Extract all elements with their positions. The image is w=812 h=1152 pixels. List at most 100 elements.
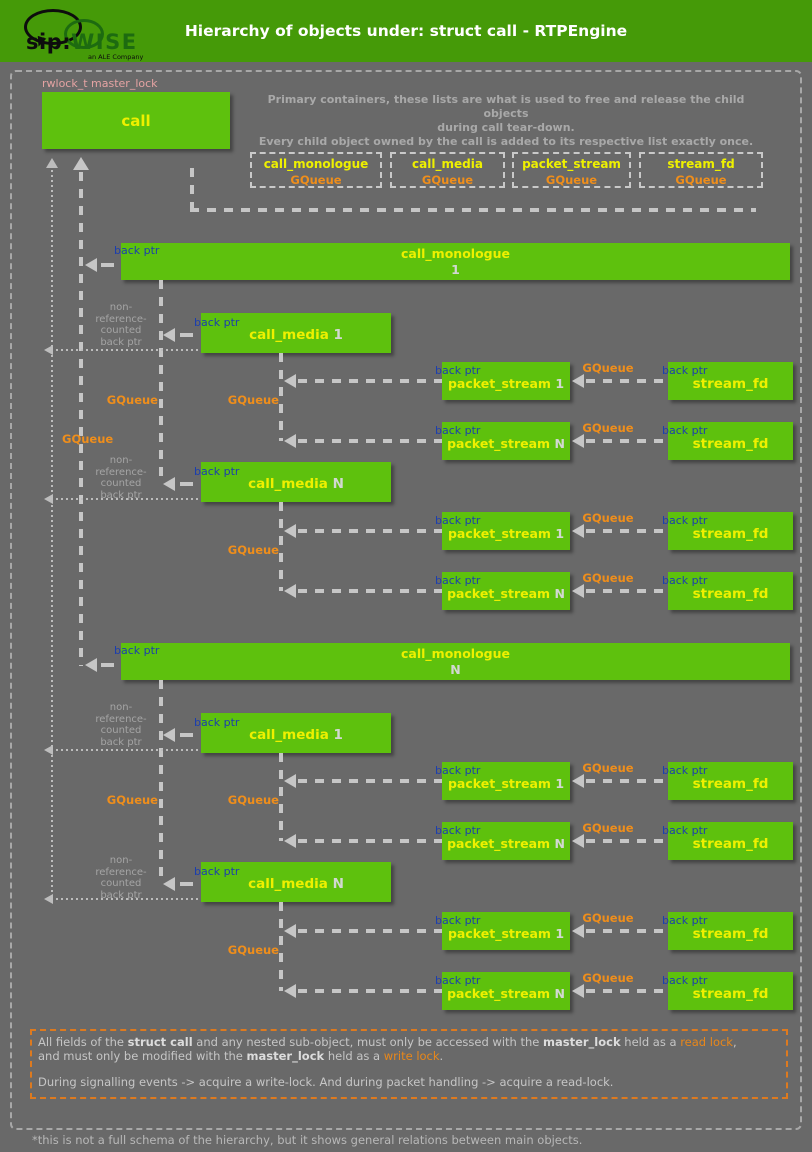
left-arrow-icon	[163, 328, 175, 342]
gqueue-label: GQueue	[582, 971, 634, 985]
left-arrow-icon	[163, 728, 175, 742]
dashed-line	[586, 989, 668, 993]
back-ptr-label: back ptr	[662, 824, 708, 837]
packet-stream-box: packet_stream 1	[442, 512, 570, 550]
back-ptr-label: back ptr	[662, 764, 708, 777]
up-arrow-icon	[73, 157, 89, 170]
left-arrow-icon	[284, 434, 296, 448]
back-ptr-label: back ptr	[114, 244, 160, 257]
footer-note: *this is not a full schema of the hierar…	[32, 1133, 583, 1147]
dashed-line	[586, 929, 668, 933]
dashed-line	[298, 589, 442, 593]
sipwise-logo: sip:WISE an ALE Company	[12, 4, 182, 61]
packet-stream-box: packet_stream 1	[442, 912, 570, 950]
logo-wordmark: sip:WISE	[26, 30, 138, 54]
left-arrow-icon	[284, 984, 296, 998]
left-arrow-icon	[572, 374, 584, 388]
back-ptr-label: back ptr	[114, 644, 160, 657]
dash-segment	[180, 333, 193, 337]
dotted-line	[51, 170, 53, 902]
stream-fd-box: stream_fd	[668, 422, 793, 460]
left-arrow-icon	[284, 924, 296, 938]
header-bar: sip:WISE an ALE Company Hierarchy of obj…	[0, 0, 812, 62]
dotted-line	[46, 498, 201, 500]
left-arrow-icon	[284, 834, 296, 848]
gqueue-label: GQueue	[62, 432, 114, 446]
dash-segment	[101, 663, 114, 667]
dashed-line	[298, 439, 442, 443]
queue-box-call-monologue: call_monologue GQueue	[250, 152, 382, 188]
packet-stream-box: packet_stream N	[442, 972, 570, 1010]
call-monologue-box: call_monologue N	[121, 643, 790, 680]
dashed-line	[190, 208, 756, 212]
gqueue-label: GQueue	[227, 543, 279, 557]
dotted-line	[46, 898, 201, 900]
gqueue-label: GQueue	[582, 821, 634, 835]
dash-segment	[180, 733, 193, 737]
stream-fd-box: stream_fd	[668, 912, 793, 950]
call-monologue-box: call_monologue 1	[121, 243, 790, 280]
dashed-line	[190, 168, 194, 208]
gqueue-label: GQueue	[582, 361, 634, 375]
logo-tagline: an ALE Company	[88, 53, 144, 61]
non-ref-note: non-reference-counted back ptr	[95, 855, 147, 901]
left-arrow-icon	[572, 434, 584, 448]
call-media-box: call_media N	[201, 462, 391, 502]
back-ptr-label: back ptr	[662, 574, 708, 587]
dashed-line	[586, 839, 668, 843]
back-ptr-label: back ptr	[194, 465, 240, 478]
diagram-frame	[10, 70, 802, 1130]
queue-box-stream-fd: stream_fd GQueue	[639, 152, 763, 188]
dashed-line	[586, 589, 668, 593]
left-arrow-icon	[572, 924, 584, 938]
dashed-line	[298, 989, 442, 993]
packet-stream-box: packet_stream 1	[442, 762, 570, 800]
left-arrow-icon	[572, 774, 584, 788]
left-arrow-icon	[284, 374, 296, 388]
dashed-line	[279, 902, 283, 991]
page-title: Hierarchy of objects under: struct call …	[184, 22, 628, 40]
dash-segment	[180, 882, 193, 886]
back-ptr-label: back ptr	[194, 865, 240, 878]
gqueue-label: GQueue	[582, 571, 634, 585]
call-media-box: call_media 1	[201, 313, 391, 353]
back-ptr-label: back ptr	[662, 514, 708, 527]
back-ptr-label: back ptr	[435, 574, 481, 587]
dashed-line	[586, 529, 668, 533]
call-box: call	[42, 92, 230, 149]
dash-segment	[180, 482, 193, 486]
gqueue-label: GQueue	[582, 421, 634, 435]
dashed-line	[279, 753, 283, 841]
gqueue-label: GQueue	[582, 911, 634, 925]
queue-box-packet-stream: packet_stream GQueue	[512, 152, 631, 188]
dashed-line	[298, 839, 442, 843]
dashed-line	[298, 779, 442, 783]
queue-box-call-media: call_media GQueue	[390, 152, 505, 188]
note-line-3: During signalling events -> acquire a wr…	[38, 1075, 614, 1089]
stream-fd-box: stream_fd	[668, 512, 793, 550]
non-ref-note: non-reference-counted back ptr	[95, 302, 147, 348]
left-arrow-icon	[163, 477, 175, 491]
call-media-box: call_media N	[201, 862, 391, 902]
dashed-line	[279, 353, 283, 441]
left-arrow-icon	[572, 984, 584, 998]
master-lock-label: rwlock_t master_lock	[42, 77, 158, 90]
dashed-line	[79, 172, 83, 666]
left-arrow-icon	[572, 834, 584, 848]
back-ptr-label: back ptr	[435, 764, 481, 777]
gqueue-label: GQueue	[227, 393, 279, 407]
stream-fd-box: stream_fd	[668, 572, 793, 610]
back-ptr-label: back ptr	[662, 424, 708, 437]
back-ptr-label: back ptr	[435, 824, 481, 837]
intro-text: Primary containers, these lists are what…	[258, 93, 754, 148]
stream-fd-box: stream_fd	[668, 822, 793, 860]
note-line-2: and must only be modified with the maste…	[38, 1048, 444, 1063]
dotted-line	[46, 749, 201, 751]
back-ptr-label: back ptr	[662, 974, 708, 987]
dash-segment	[101, 263, 114, 267]
stream-fd-box: stream_fd	[668, 972, 793, 1010]
left-arrow-icon	[163, 877, 175, 891]
locking-note: All fields of the struct call and any ne…	[30, 1029, 788, 1099]
back-ptr-label: back ptr	[435, 364, 481, 377]
